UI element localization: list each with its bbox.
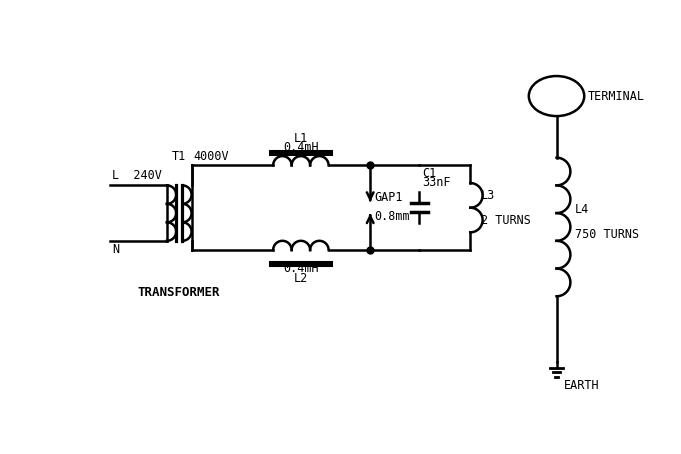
Text: T1: T1 <box>172 150 187 163</box>
Text: N: N <box>112 243 119 256</box>
Text: 2 TURNS: 2 TURNS <box>481 214 531 227</box>
Text: L4: L4 <box>575 203 589 216</box>
Text: L  240V: L 240V <box>112 169 162 183</box>
Text: EARTH: EARTH <box>565 379 600 392</box>
Text: 750 TURNS: 750 TURNS <box>575 228 639 242</box>
Text: TERMINAL: TERMINAL <box>587 89 644 103</box>
Text: TRANSFORMER: TRANSFORMER <box>138 286 221 299</box>
Text: 0.4mH: 0.4mH <box>283 141 319 154</box>
Text: GAP1: GAP1 <box>374 191 402 204</box>
Text: 33nF: 33nF <box>422 176 451 189</box>
Text: 4000V: 4000V <box>194 150 229 163</box>
Text: 0.4mH: 0.4mH <box>283 262 319 276</box>
Text: L2: L2 <box>294 271 308 285</box>
Text: L3: L3 <box>481 188 495 202</box>
Text: C1: C1 <box>422 167 437 180</box>
Text: 0.8mm: 0.8mm <box>374 210 410 223</box>
Text: L1: L1 <box>294 132 308 145</box>
